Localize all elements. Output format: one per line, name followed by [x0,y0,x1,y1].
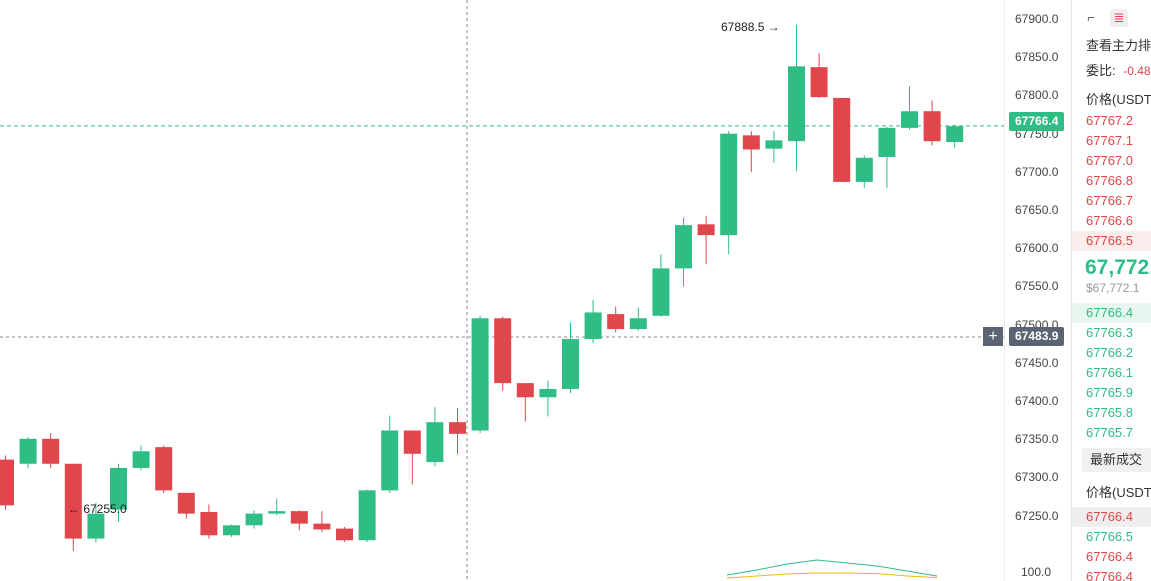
candle-body [765,140,783,149]
candle-body [720,133,738,236]
candle-body [675,225,692,269]
candle-body [629,318,647,330]
bid-row[interactable]: 67765.7 [1086,425,1133,440]
candle-body [878,127,896,157]
latest-trades-button[interactable]: 最新成交 [1082,448,1151,472]
candle-body [290,511,308,524]
ask-row[interactable]: 67766.8 [1086,173,1133,188]
candle-body [64,463,82,539]
price-tick: 67850.0 [1015,50,1059,65]
candle-body [516,383,534,398]
price-axis[interactable]: 67900.0 67850.0 67800.0 67750.0 67700.0 67650… [1004,0,1072,581]
candle-body [19,438,37,464]
candle-body [200,511,218,536]
crosshair-add-icon[interactable]: + [983,327,1003,346]
candle-body [810,67,828,98]
candle-body [697,224,715,236]
candle-body [42,438,60,464]
price-tick: 67600.0 [1015,241,1059,256]
volume-line [726,572,938,579]
low-annotation: ← 67255.0 [68,502,127,516]
candle-body [946,126,964,142]
candle-body [471,318,489,431]
price-tick: 67250.0 [1015,508,1059,523]
candle-body [833,97,851,182]
bid-row[interactable]: 67766.1 [1086,365,1133,380]
candle-body [177,492,195,514]
book-view-asks-icon[interactable]: ≣ [1110,9,1128,27]
ask-row[interactable]: 67766.6 [1086,213,1133,228]
current-price-tag: 67766.4 [1009,112,1065,131]
bid-row[interactable]: 67766.4 [1072,303,1151,323]
candle-body [155,447,173,491]
last-price: 67,772. [1085,256,1151,279]
candle-body [607,314,625,330]
trades-price-header: 价格(USDT [1086,485,1151,500]
price-tick: 67350.0 [1015,432,1059,447]
ask-row[interactable]: 67767.2 [1086,113,1133,128]
candle-body [313,523,331,530]
candle-body [87,513,105,539]
price-tick: 67800.0 [1015,88,1059,103]
candle-body [381,430,399,491]
price-tick: 67300.0 [1015,470,1059,485]
ratio-value: -0.48 [1123,64,1151,78]
bid-row[interactable]: 67765.9 [1086,385,1133,400]
last-price-usd: $67,772.1 [1086,281,1140,295]
candle-body [923,111,941,142]
price-column-header: 价格(USDT [1086,92,1151,107]
price-tick: 67450.0 [1015,355,1059,370]
candlestick-chart[interactable]: 67888.5 → ← 67255.0 + [0,0,1004,581]
candle-body [449,422,466,434]
candle-body [336,528,353,541]
candle-body [652,268,670,316]
trade-row: 67766.5 [1086,529,1133,544]
candle-body [584,312,602,340]
candle-body [426,422,444,463]
book-view-both-icon[interactable]: ⌐ [1087,10,1095,25]
ask-row[interactable]: 67767.0 [1086,153,1133,168]
bid-row[interactable]: 67765.8 [1086,405,1133,420]
ask-row[interactable]: 67766.5 [1072,231,1151,251]
candle-body [132,451,150,468]
price-tick: 67400.0 [1015,394,1059,408]
candle-body [562,339,579,389]
book-title[interactable]: 查看主力排 [1086,38,1151,53]
ask-row[interactable]: 67766.7 [1086,193,1133,208]
ratio-label: 委比: [1086,63,1116,78]
candle-body [788,66,805,142]
candle-body [358,490,376,541]
order-book-panel: ⌐ ≣ 查看主力排 委比: -0.48 价格(USDT 67767.2 67767… [1071,0,1151,581]
price-tick: 67700.0 [1015,164,1059,179]
bid-row[interactable]: 67766.2 [1086,345,1133,360]
high-annotation: 67888.5 → [721,20,780,34]
chart-canvas[interactable] [0,0,1004,581]
candle-body [0,459,14,506]
price-tick: 67650.0 [1015,203,1059,217]
candle-body [245,513,263,526]
price-tick: 67900.0 [1015,12,1059,26]
ratio-row: 委比: -0.48 [1072,61,1151,81]
crosshair-price-tag: 67483.9 [1009,327,1065,346]
ask-row[interactable]: 67767.1 [1086,133,1133,148]
volume-axis-label: 100.0 [1021,565,1052,579]
candle-body [494,318,512,384]
candle-body [901,111,918,128]
candle-body [539,388,557,398]
price-tick: 67550.0 [1015,279,1059,294]
candle-body [855,157,873,182]
trade-row: 67766.4 [1086,549,1133,564]
candle-body [742,135,760,150]
candle-body [403,430,421,454]
volume-line [726,559,938,577]
trade-row: 67766.4 [1072,507,1151,527]
book-view-toggles: ⌐ ≣ [1082,9,1128,27]
candle-body [268,511,286,514]
candle-body [223,525,240,536]
bid-row[interactable]: 67766.3 [1086,325,1133,340]
trade-row: 67766.4 [1086,569,1133,581]
candle-body [110,467,127,510]
